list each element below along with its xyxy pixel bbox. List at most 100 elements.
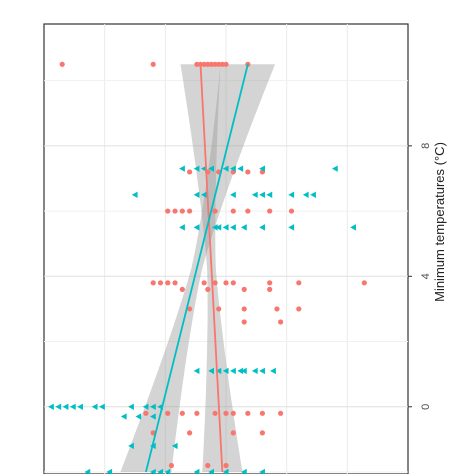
data-point (259, 224, 265, 231)
data-point (212, 410, 218, 416)
tick-label: 0 (420, 404, 432, 410)
data-point (241, 367, 247, 375)
data-point (223, 462, 229, 469)
data-point (157, 280, 164, 286)
data-point (288, 224, 295, 231)
regression-line (145, 64, 249, 473)
data-point (194, 410, 200, 416)
data-point (193, 468, 200, 474)
data-point (237, 165, 244, 172)
data-point (296, 280, 302, 286)
data-point (187, 208, 193, 214)
data-point (150, 413, 156, 420)
data-point (208, 165, 214, 172)
data-point (259, 191, 265, 198)
data-point (350, 224, 356, 231)
data-point (230, 165, 236, 172)
data-point (150, 468, 156, 474)
data-point (194, 61, 200, 67)
data-point (212, 61, 218, 67)
data-point (212, 280, 218, 286)
data-point (193, 367, 200, 375)
data-point (222, 367, 229, 375)
data-point (230, 224, 236, 231)
data-point (48, 403, 54, 410)
data-point (241, 306, 247, 312)
data-point (157, 468, 164, 474)
data-point (222, 165, 229, 172)
data-point (205, 61, 211, 67)
data-point (211, 224, 218, 231)
data-point (179, 286, 185, 292)
data-point (361, 280, 367, 286)
data-point (245, 169, 251, 175)
data-point (168, 462, 174, 469)
data-point (99, 403, 105, 410)
data-point (59, 61, 65, 67)
data-point (259, 367, 265, 375)
data-point (219, 61, 225, 67)
data-point (288, 208, 295, 214)
data-point (142, 403, 149, 410)
data-point (165, 410, 171, 416)
data-point (259, 165, 265, 172)
data-point (164, 468, 171, 474)
data-point (128, 442, 134, 450)
data-point (172, 280, 178, 286)
data-point (245, 410, 251, 416)
data-point (216, 306, 222, 312)
data-point (223, 61, 229, 67)
data-point (150, 61, 156, 67)
data-point (241, 468, 247, 474)
data-points (48, 61, 367, 474)
data-point (84, 468, 91, 474)
data-point (288, 191, 295, 198)
data-point (69, 403, 76, 410)
data-point (222, 224, 229, 231)
data-point (179, 208, 185, 214)
data-point (197, 61, 204, 67)
data-point (251, 191, 258, 198)
data-point (215, 224, 222, 231)
data-point (241, 286, 247, 292)
data-point (259, 410, 265, 416)
data-point (267, 286, 273, 292)
data-point (212, 208, 218, 214)
data-point (230, 410, 236, 416)
regression-line (199, 64, 224, 473)
data-point (208, 61, 215, 67)
data-point (230, 367, 236, 375)
data-point (106, 468, 113, 474)
data-point (135, 413, 142, 420)
data-point (150, 403, 156, 410)
data-point (91, 403, 98, 410)
data-point (266, 191, 273, 198)
data-point (302, 191, 309, 198)
data-point (270, 367, 276, 375)
data-point (205, 462, 211, 469)
data-point (193, 191, 200, 198)
data-point (62, 403, 69, 410)
tick-label: 8 (420, 143, 432, 149)
data-point (223, 410, 229, 416)
data-point (77, 403, 83, 410)
data-point (230, 280, 236, 286)
data-point (120, 413, 127, 420)
data-point (128, 403, 134, 410)
tick-label: 4 (420, 273, 432, 279)
data-point (208, 367, 214, 375)
data-point (267, 280, 273, 286)
data-point (223, 280, 229, 286)
data-point (150, 280, 156, 286)
data-point (278, 410, 284, 416)
data-point (172, 208, 178, 214)
data-point (187, 430, 193, 436)
data-point (205, 286, 211, 292)
data-point (201, 280, 207, 286)
data-point (187, 306, 193, 312)
data-point (267, 208, 273, 214)
data-point (208, 468, 214, 474)
data-point (200, 191, 207, 198)
data-point (259, 430, 265, 436)
